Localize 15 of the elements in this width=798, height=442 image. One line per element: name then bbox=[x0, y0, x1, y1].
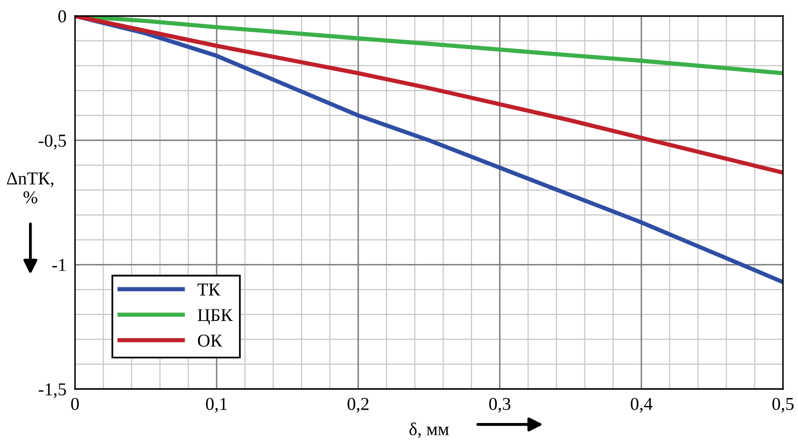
x-tick-label: 0,2 bbox=[348, 398, 368, 413]
y-tick-label: -0,5 bbox=[38, 134, 66, 150]
x-tick-label: 0,4 bbox=[630, 398, 652, 413]
x-tick-label: 0,3 bbox=[489, 398, 510, 413]
legend-label: ТК bbox=[198, 284, 220, 296]
y-tick-label: -1 bbox=[52, 259, 66, 271]
y-tick-label: 0 bbox=[58, 10, 66, 22]
x-tick-label: 0 bbox=[71, 398, 79, 410]
x-axis-title: δ, мм bbox=[409, 422, 449, 438]
y-tick-label: -1,5 bbox=[38, 383, 66, 398]
legend-label: ЦБК bbox=[198, 309, 233, 325]
x-tick-label: 0,5 bbox=[772, 398, 794, 413]
x-tick-label: 0,1 bbox=[206, 398, 227, 413]
y-axis-title: ΔnТК, % bbox=[6, 172, 54, 204]
legend-label: ОК bbox=[198, 334, 222, 347]
